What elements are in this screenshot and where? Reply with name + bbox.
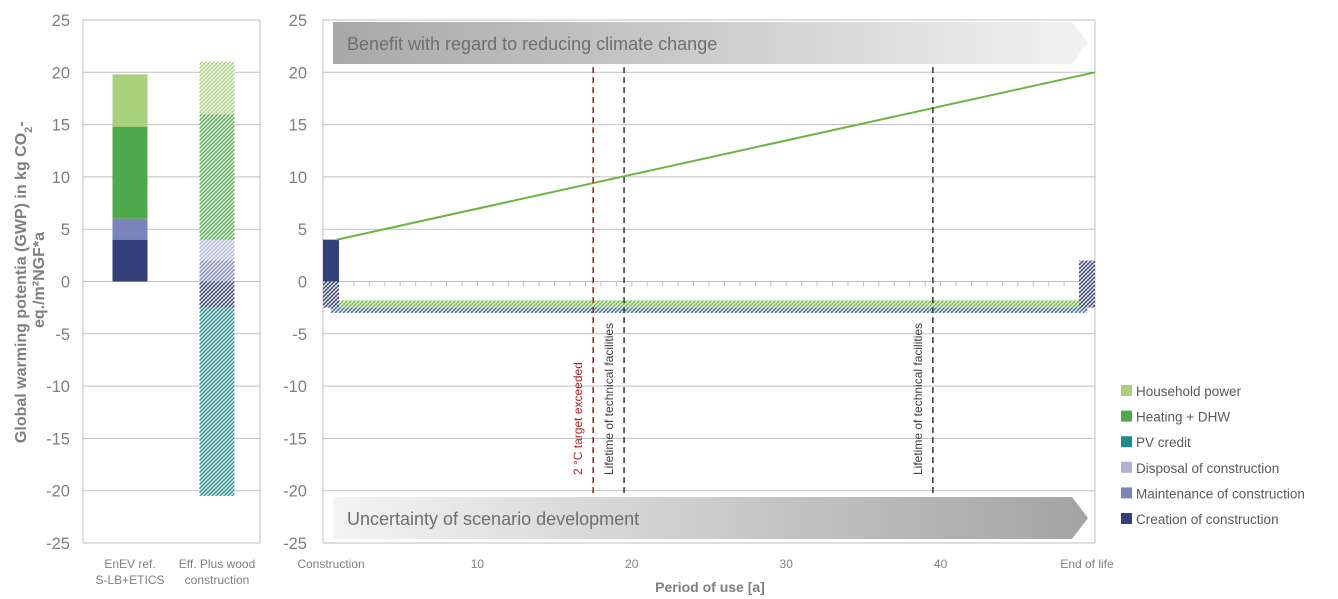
banner-bottom-text: Uncertainty of scenario development: [347, 509, 639, 529]
x-axis-title: Period of use [a]: [655, 579, 765, 595]
right-y-tick-label: 20: [289, 64, 307, 82]
left-y-tick-label: 25: [52, 12, 70, 30]
legend-swatch: [1121, 487, 1132, 499]
left-y-tick-label: -20: [46, 483, 70, 501]
banner-bottom-arrow: [333, 497, 1088, 539]
legend-label: Maintenance of construction: [1136, 486, 1305, 501]
bar-segment-maintenance-of-construction: [199, 260, 235, 282]
left-y-tick-label: 0: [61, 274, 70, 292]
vertical-marker-label: 2 °C target exceeded: [571, 362, 585, 475]
legend-swatch: [1121, 461, 1132, 473]
bar-segment-heating-dhw: [199, 114, 235, 240]
banners: Benefit with regard to reducing climate …: [333, 22, 1088, 539]
right-x-tick-labels: Construction 10 20 30 40 End of life: [297, 557, 1114, 571]
bar-creation-hatched-at-construction: [323, 281, 339, 308]
left-y-tick-label: 20: [52, 64, 70, 82]
left-bars: [112, 61, 235, 496]
bar-segment-pv-credit: [199, 307, 235, 496]
right-y-tick-label: 0: [298, 274, 307, 292]
left-y-tick-label: -15: [46, 430, 70, 448]
bar-creation-at-construction: [323, 239, 339, 282]
bar-segment-heating-dhw: [112, 126, 148, 219]
legend-label: Heating + DHW: [1136, 410, 1230, 425]
band-annual-blue: [330, 307, 1088, 313]
band-annual-green: [330, 300, 1088, 308]
right-y-tick-label: 10: [289, 169, 307, 187]
banner-top-arrow: [333, 22, 1088, 64]
legend: Household power Heating + DHW PV credit Dis…: [1121, 384, 1305, 527]
category-label-line2: S-LB+ETICS: [95, 573, 164, 587]
cumulative-gwp-line: [336, 71, 1096, 241]
right-y-tick-label: 25: [289, 12, 307, 30]
right-y-tick-label: -5: [292, 326, 307, 344]
x-tick-label: End of life: [1060, 557, 1114, 571]
right-y-tick-label: -25: [283, 535, 307, 553]
bar-end-of-life-disposal: [1079, 260, 1095, 308]
right-y-tick-label: -20: [283, 483, 307, 501]
right-line-panel: Benefit with regard to reducing climate …: [283, 12, 1114, 595]
left-y-tick-label: 5: [61, 221, 70, 239]
bar-segment-maintenance-of-construction: [112, 218, 148, 240]
vertical-marker-label: Lifetime of technical facilities: [602, 323, 616, 475]
right-y-tick-label: -10: [283, 378, 307, 396]
left-y-tick-label: 10: [52, 169, 70, 187]
left-y-tick-label: -5: [55, 326, 70, 344]
bar-segment-creation-of-construction: [112, 239, 148, 282]
bar-segment-household-power: [199, 61, 235, 115]
right-y-tick-label: -15: [283, 430, 307, 448]
category-label-line2: construction: [185, 573, 250, 587]
x-tick-label: 20: [625, 557, 639, 571]
y-axis-title: Global warming potentia (GWP) in kg CO2-…: [13, 117, 48, 443]
right-y-tick-label: 5: [298, 221, 307, 239]
banner-top-text: Benefit with regard to reducing climate …: [347, 34, 717, 54]
left-y-tick-label: 15: [52, 117, 70, 135]
category-label-line1: EnEV ref.: [104, 557, 155, 571]
legend-label: PV credit: [1136, 435, 1191, 450]
left-y-tick-label: -10: [46, 378, 70, 396]
category-label-line1: Eff. Plus wood: [179, 557, 256, 571]
legend-label: Disposal of construction: [1136, 461, 1279, 476]
vertical-marker-label: Lifetime of technical facilities: [911, 323, 925, 475]
right-marks: 2 °C target exceeded Lifetime of technica…: [323, 67, 1096, 496]
x-tick-label: 10: [471, 557, 485, 571]
bar-segment-creation-of-construction: [199, 281, 235, 308]
legend-label: Creation of construction: [1136, 512, 1279, 527]
legend-label: Household power: [1136, 384, 1242, 399]
left-y-tick-labels: 25 20 15 10 5 0 -5 -10 -15 -20 -25: [46, 12, 70, 553]
left-stacked-bar-panel: 25 20 15 10 5 0 -5 -10 -15 -20 -25 EnEV ref. S-LB+E…: [13, 12, 261, 587]
legend-swatch: [1121, 385, 1132, 396]
bar-segment-disposal-of-construction: [199, 239, 235, 261]
legend-swatch: [1121, 436, 1132, 448]
x-tick-label: 30: [780, 557, 794, 571]
left-y-tick-label: -25: [46, 535, 70, 553]
bar-segment-household-power: [112, 74, 148, 127]
x-tick-label: Construction: [297, 557, 364, 571]
left-category-labels: EnEV ref. S-LB+ETICS Eff. Plus wood constru…: [95, 557, 255, 587]
legend-swatch: [1121, 513, 1132, 524]
right-y-tick-label: 15: [289, 117, 307, 135]
x-tick-label: 40: [934, 557, 948, 571]
legend-swatch: [1121, 410, 1132, 422]
right-y-tick-labels: 25 20 15 10 5 0 -5 -10 -15 -20 -25: [283, 12, 307, 553]
